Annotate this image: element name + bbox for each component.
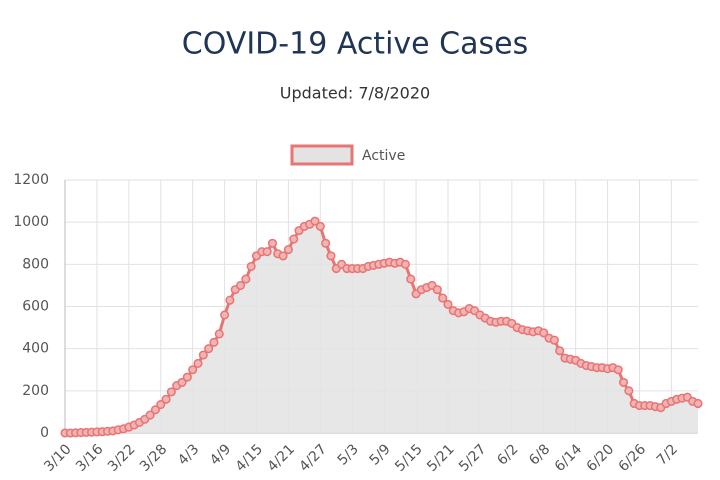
data-point [241,274,251,284]
data-point [204,344,214,354]
x-tick-label: 5/9 [367,441,394,468]
data-point [267,238,278,248]
data-point [549,335,559,345]
data-point [177,377,187,387]
data-point [443,299,453,309]
x-tick-label: 4/3 [175,441,202,468]
data-point [289,234,299,244]
data-point [693,398,703,409]
data-point [283,245,293,255]
data-point [193,358,203,368]
data-point [321,238,331,248]
data-point [278,251,288,261]
y-tick-label: 400 [22,341,49,357]
chart-subtitle: Updated: 7/8/2020 [280,84,430,103]
x-tick-label: 3/28 [137,441,171,475]
data-point [262,247,272,257]
data-point [539,328,549,338]
x-tick-label: 4/21 [265,441,299,475]
data-point [406,274,416,284]
y-tick-label: 800 [22,256,49,272]
data-point [166,387,176,397]
x-tick-label: 5/27 [456,441,490,475]
data-point [225,295,235,305]
x-tick-label: 6/2 [494,441,521,468]
x-tick-label: 4/15 [233,441,267,475]
x-tick-label: 4/27 [296,441,330,475]
x-tick-label: 6/14 [552,441,586,475]
x-tick-label: 5/3 [335,441,362,468]
x-tick-label: 6/26 [616,441,650,475]
y-tick-label: 0 [40,425,49,441]
x-tick-label: 6/8 [526,441,553,468]
x-tick-label: 4/9 [207,441,234,468]
data-point [188,365,198,375]
x-tick-label: 3/10 [41,441,75,475]
data-point [438,293,448,303]
x-tick-label: 7/2 [654,441,681,468]
data-point [400,259,410,269]
y-tick-label: 200 [22,383,49,399]
legend-label: Active [362,148,405,164]
data-point [613,365,623,375]
y-tick-label: 1200 [13,172,49,188]
data-point [220,310,230,320]
data-point [555,346,565,356]
data-point [235,280,246,290]
data-point [150,405,160,415]
area [65,221,698,433]
y-tick-label: 600 [22,299,49,315]
data-point [624,386,634,396]
x-tick-label: 6/20 [584,441,618,475]
data-point [310,216,320,226]
data-point [182,372,192,382]
data-point [326,251,336,261]
x-tick-label: 3/22 [105,441,139,475]
data-point [145,410,155,420]
data-point [214,329,224,339]
data-point [246,261,256,271]
data-point [161,394,171,404]
x-tick-label: 3/16 [73,441,107,475]
data-point [315,221,325,231]
data-point [432,285,442,295]
data-point [209,337,219,347]
data-point [198,350,208,360]
data-point [156,399,166,410]
legend-swatch [290,144,354,166]
y-tick-label: 1000 [13,214,49,230]
legend: Active [290,144,405,166]
data-point [618,377,629,387]
x-tick-label: 5/15 [392,441,426,475]
x-tick-label: 5/21 [424,441,458,475]
chart-title: COVID-19 Active Cases [182,27,528,62]
